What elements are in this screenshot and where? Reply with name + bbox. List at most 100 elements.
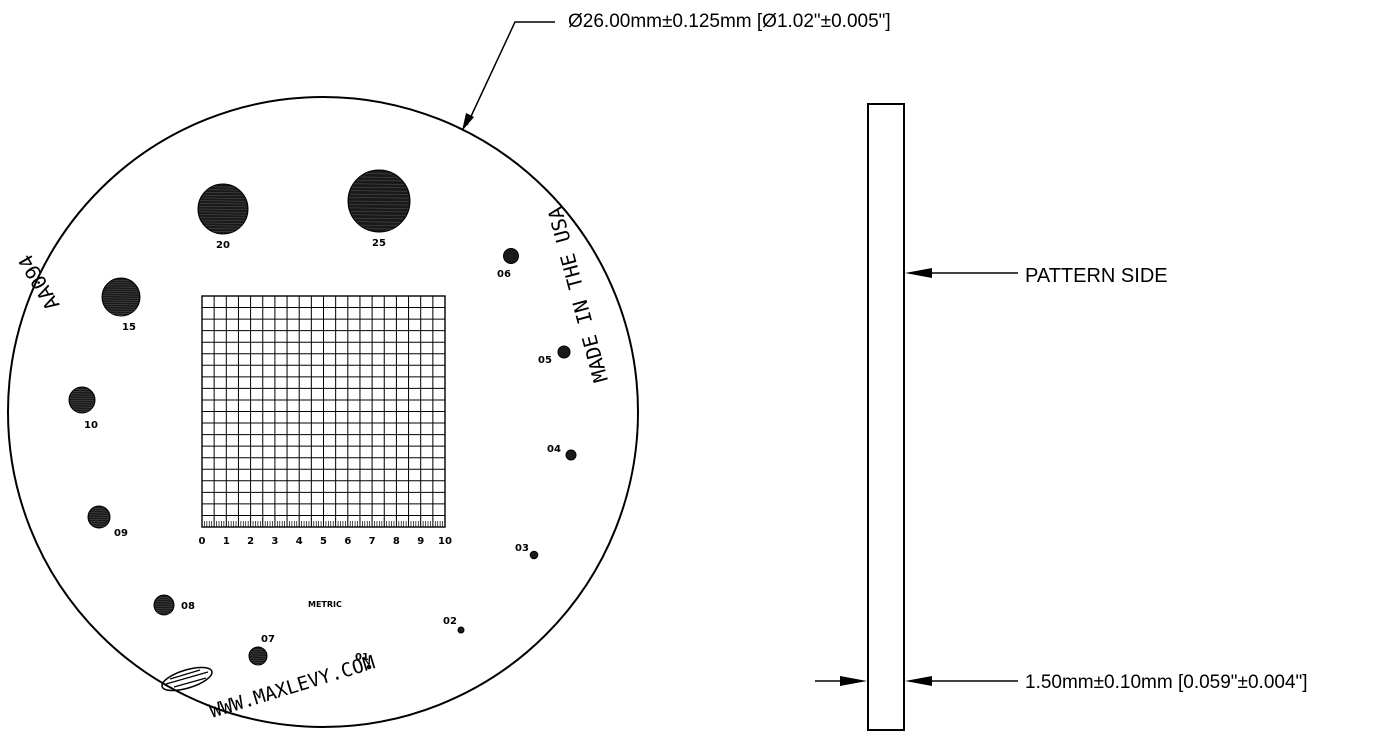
- dot-hatch: [104, 304, 138, 306]
- dot-hatch: [200, 217, 246, 219]
- dot-size-label: 08: [181, 601, 195, 612]
- dot-gauge-circle: [503, 248, 519, 264]
- dot-size-label: 25: [372, 238, 386, 249]
- dot-hatch: [156, 610, 172, 612]
- dot-hatch: [349, 207, 409, 209]
- dot-hatch: [89, 514, 109, 516]
- dot-hatch: [360, 176, 398, 178]
- dot-hatch: [155, 603, 173, 605]
- dot-hatch: [70, 397, 94, 399]
- thickness-callout: 1.50mm±0.10mm [0.059"±0.004"]: [1025, 672, 1308, 693]
- dot-hatch: [201, 219, 245, 221]
- dot-03: 03: [515, 543, 539, 560]
- dot-hatch: [349, 193, 409, 195]
- dot-hatch: [352, 214, 406, 216]
- dot-02: 02: [443, 616, 465, 634]
- scale-label: 5: [320, 536, 327, 547]
- dot-hatch: [250, 657, 266, 659]
- maxlevy-logo-icon: [161, 666, 213, 692]
- dot-size-label: 05: [538, 355, 552, 366]
- metric-grid: [201, 295, 446, 528]
- dot-hatch: [105, 306, 137, 308]
- dot-hatch: [112, 312, 130, 315]
- dot-hatch: [105, 286, 137, 288]
- dot-hatch: [155, 601, 173, 603]
- dot-hatch: [356, 221, 402, 223]
- side-profile-rect: [867, 103, 905, 731]
- dot-hatch: [208, 189, 238, 191]
- dot-05: 05: [538, 345, 571, 366]
- dot-hatch: [354, 183, 404, 185]
- dot-size-label: 15: [122, 322, 136, 333]
- dot-hatch: [199, 205, 247, 208]
- dot-hatch: [73, 408, 91, 410]
- dot-gauge-circle: [529, 550, 539, 560]
- grid-ruler-ticks: [201, 515, 446, 527]
- dot-gauge-circle: [565, 449, 577, 461]
- dot-hatch: [212, 186, 234, 188]
- dot-hatch: [70, 395, 94, 397]
- dot-size-label: 04: [547, 444, 561, 455]
- dot-15: 15: [101, 277, 141, 333]
- dot-hatch: [221, 233, 225, 235]
- dot-09: 09: [87, 505, 128, 539]
- thickness-left-arrowhead: [840, 676, 867, 686]
- dot-hatch: [71, 393, 93, 395]
- dot-hatch: [109, 310, 133, 312]
- dot-hatch: [208, 228, 238, 230]
- dot-gauge-circle: [557, 345, 571, 359]
- dot-hatch: [162, 614, 166, 616]
- dot-08: 08: [153, 594, 195, 616]
- dot-hatch: [156, 599, 172, 601]
- dot-hatch: [69, 399, 95, 402]
- dot-hatch: [249, 655, 267, 657]
- dot-gauge-circle: [366, 664, 372, 670]
- dot-hatch: [76, 410, 88, 413]
- dot-size-label: 10: [84, 420, 98, 431]
- dot-gauge-circle: [197, 183, 249, 235]
- dot-hatch: [199, 214, 247, 216]
- dot-hatch: [350, 211, 408, 213]
- dot-hatch: [251, 659, 265, 662]
- dot-hatch: [198, 208, 248, 210]
- dot-hatch: [212, 230, 234, 233]
- scale-label: 6: [344, 536, 351, 547]
- dot-size-label: 09: [114, 528, 128, 539]
- diameter-arrowhead: [462, 113, 474, 131]
- dot-hatch: [350, 190, 408, 192]
- dot-10: 10: [68, 386, 98, 431]
- dot-hatch: [356, 180, 402, 182]
- scale-label: 10: [438, 536, 452, 547]
- dot-hatch: [107, 308, 135, 310]
- dot-size-label: 06: [497, 269, 511, 280]
- dot-hatch: [349, 204, 409, 206]
- metric-label: METRIC: [308, 600, 342, 609]
- dot-hatch: [354, 217, 404, 220]
- scale-label: 0: [199, 536, 206, 547]
- dot-gauge-circle: [153, 594, 175, 616]
- dot-hatch: [93, 525, 105, 527]
- dot-hatch: [201, 197, 245, 199]
- dot-gauge-circle: [101, 277, 141, 317]
- made-in-label: MADE IN THE USA: [543, 204, 613, 385]
- dot-hatch: [103, 297, 139, 299]
- dot-gauge-circle: [87, 505, 111, 529]
- dot-hatch: [349, 197, 409, 199]
- scale-label: 3: [271, 536, 278, 547]
- grid-scale-labels: 0 1 2 3 4 5 6 7 8 9 10: [199, 536, 452, 547]
- dot-size-label: 02: [443, 616, 457, 627]
- thickness-right-arrowhead: [905, 676, 932, 686]
- dot-hatch: [91, 523, 107, 525]
- scale-label: 7: [369, 536, 376, 547]
- dot-hatch: [205, 225, 241, 227]
- dot-gauge-circle: [457, 626, 465, 634]
- dot-hatch: [360, 224, 398, 226]
- part-number: AA094: [13, 250, 64, 314]
- dot-size-label: 07: [261, 634, 275, 645]
- dot-hatch: [70, 402, 94, 404]
- dot-hatch: [73, 391, 91, 393]
- dot-20: 20: [197, 183, 249, 251]
- dot-hatch: [250, 653, 266, 655]
- scale-label: 4: [296, 536, 303, 547]
- dot-04: 04: [547, 444, 577, 461]
